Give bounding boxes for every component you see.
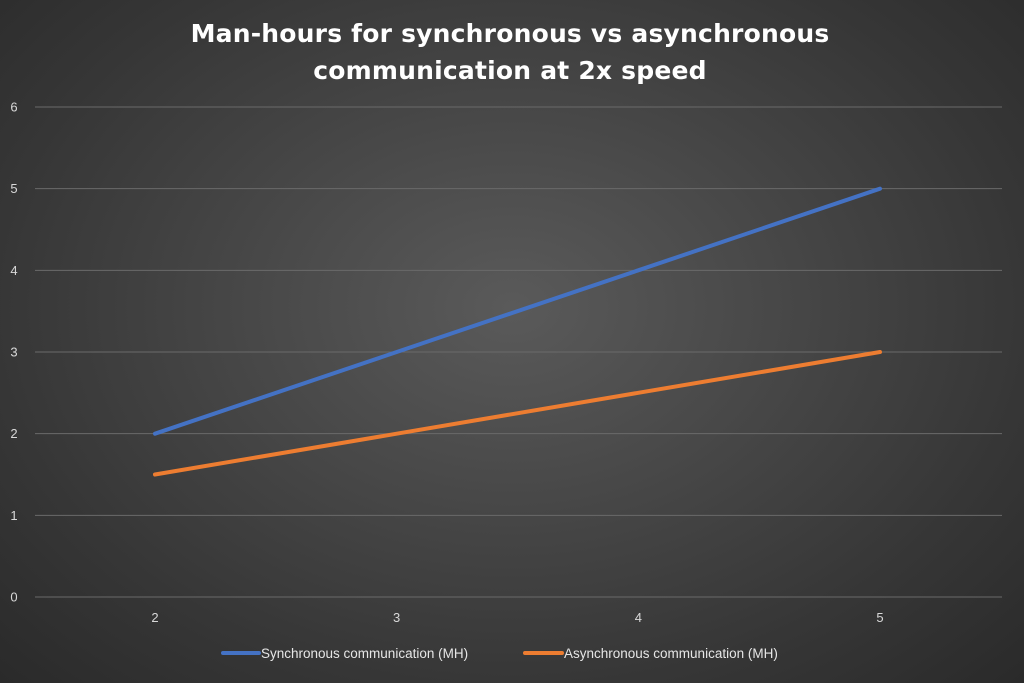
x-tick-label: 3 xyxy=(393,610,400,625)
y-tick-label: 4 xyxy=(10,263,17,278)
chart-title-line-1: Man-hours for synchronous vs asynchronou… xyxy=(191,19,830,48)
x-tick-label: 4 xyxy=(635,610,642,625)
y-tick-label: 1 xyxy=(10,508,17,523)
legend-label: Synchronous communication (MH) xyxy=(261,646,468,661)
x-tick-label: 2 xyxy=(151,610,158,625)
gridlines xyxy=(35,106,1002,598)
legend-item-asynchronous: Asynchronous communication (MH) xyxy=(523,646,778,661)
legend-item-synchronous: Synchronous communication (MH) xyxy=(221,646,468,661)
chart-title: Man-hours for synchronous vs asynchronou… xyxy=(191,19,830,85)
y-tick-label: 0 xyxy=(10,590,17,605)
y-tick-label: 3 xyxy=(10,345,17,360)
series-lines xyxy=(153,186,882,477)
legend-label: Asynchronous communication (MH) xyxy=(564,646,778,661)
series-line-asynchronous xyxy=(153,350,882,477)
legend: Synchronous communication (MH) Asynchrono… xyxy=(221,646,778,661)
y-tick-label: 6 xyxy=(10,100,17,115)
chart-title-line-2: communication at 2x speed xyxy=(313,56,706,85)
x-tick-label: 5 xyxy=(876,610,883,625)
series-line-synchronous xyxy=(153,186,882,436)
y-tick-label: 2 xyxy=(10,426,17,441)
y-axis-tick-labels: 0 1 2 3 4 5 6 xyxy=(10,100,17,605)
y-tick-label: 5 xyxy=(10,181,17,196)
x-axis-tick-labels: 2 3 4 5 xyxy=(151,610,883,625)
